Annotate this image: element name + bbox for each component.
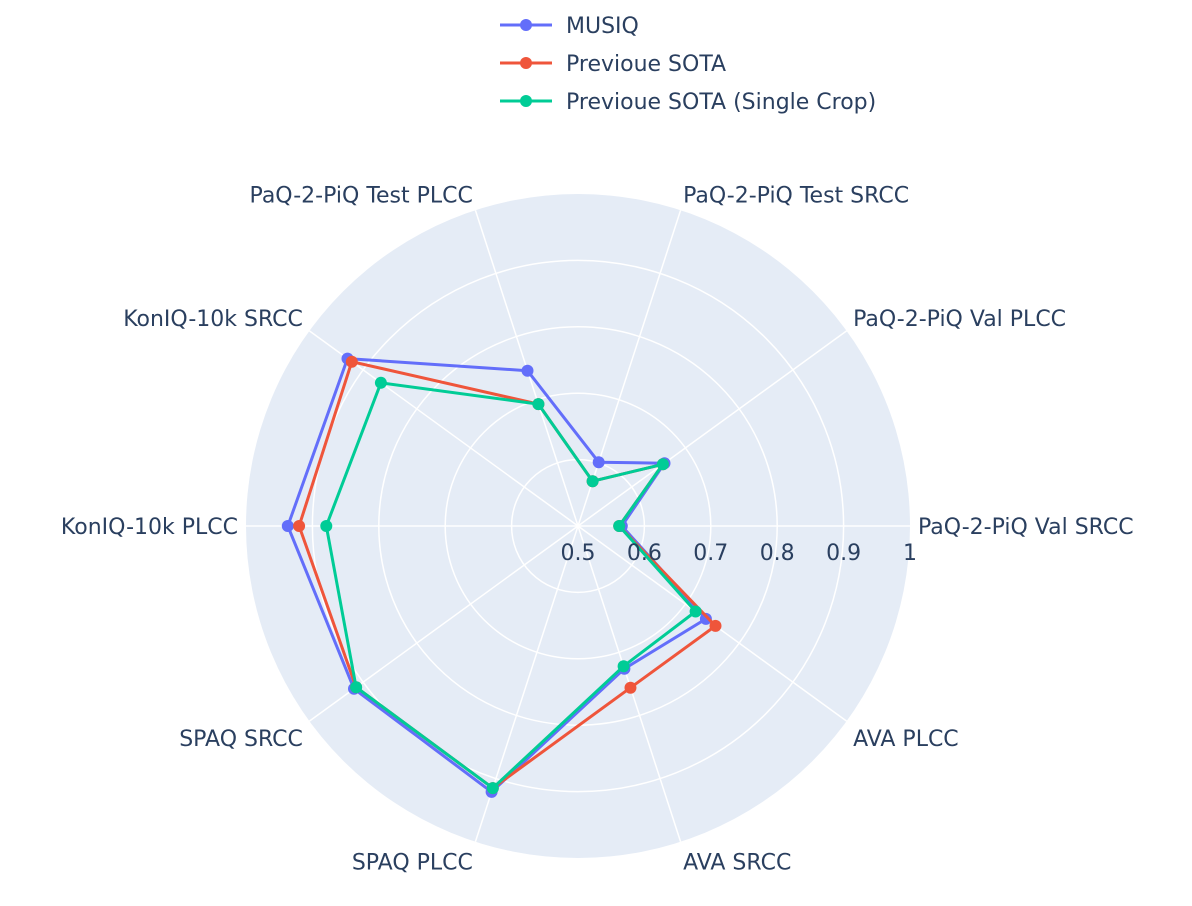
data-point	[656, 458, 669, 471]
grid-spoke	[577, 210, 682, 527]
legend-item-1[interactable]: Previoue SOTA	[500, 52, 726, 77]
data-point	[486, 782, 499, 795]
radial-tick-label: 1	[903, 541, 917, 566]
data-point	[350, 681, 363, 694]
data-point	[345, 355, 358, 368]
legend-label: Previoue SOTA (Single Crop)	[566, 90, 876, 115]
data-point	[624, 681, 637, 694]
radial-tick-label: 0.6	[627, 541, 662, 566]
angular-axis-label: KonIQ-10k PLCC	[61, 515, 238, 540]
angular-axis-labels: PaQ-2-PiQ Val SRCC PaQ-2-PiQ Val PLCC PaQ-…	[61, 184, 1134, 876]
legend: MUSIQ Previoue SOTA Previoue SOTA (Single …	[500, 14, 876, 115]
radial-tick-labels: 0.5 0.6 0.7 0.8 0.9 1	[561, 541, 918, 566]
angular-axis-label: PaQ-2-PiQ Val SRCC	[918, 515, 1134, 540]
data-point	[586, 475, 599, 488]
legend-label: Previoue SOTA	[566, 52, 726, 77]
legend-marker	[520, 95, 532, 107]
radial-tick-label: 0.8	[760, 541, 795, 566]
data-point	[532, 398, 545, 411]
angular-axis-label: SPAQ SRCC	[179, 727, 303, 752]
data-point	[617, 660, 630, 673]
radial-tick-label: 0.5	[561, 541, 596, 566]
series-layer	[281, 352, 722, 798]
data-point	[521, 364, 534, 377]
angular-axis-label: PaQ-2-PiQ Test SRCC	[683, 184, 909, 209]
legend-marker	[520, 57, 532, 69]
grid-spoke	[577, 330, 848, 527]
data-point	[293, 520, 306, 532]
data-point	[592, 456, 605, 469]
legend-marker	[520, 19, 532, 31]
legend-item-0[interactable]: MUSIQ	[500, 14, 639, 39]
series-2	[320, 376, 702, 795]
angular-axis-label: PaQ-2-PiQ Val PLCC	[853, 307, 1066, 332]
data-point	[689, 605, 702, 618]
data-point	[613, 520, 626, 532]
data-point	[374, 376, 387, 389]
angular-axis-label: KonIQ-10k SRCC	[123, 307, 303, 332]
angular-axis-label: SPAQ PLCC	[352, 850, 473, 875]
radial-tick-label: 0.9	[826, 541, 861, 566]
legend-label: MUSIQ	[566, 14, 639, 39]
data-point	[699, 612, 712, 625]
legend-item-2[interactable]: Previoue SOTA (Single Crop)	[500, 90, 876, 115]
angular-axis-label: AVA PLCC	[853, 727, 959, 752]
data-point	[281, 520, 294, 532]
data-point	[709, 619, 722, 632]
angular-axis-label: PaQ-2-PiQ Test PLCC	[250, 184, 473, 209]
radial-tick-label: 0.7	[693, 541, 728, 566]
angular-axis-label: AVA SRCC	[683, 850, 791, 875]
data-point	[320, 520, 333, 532]
